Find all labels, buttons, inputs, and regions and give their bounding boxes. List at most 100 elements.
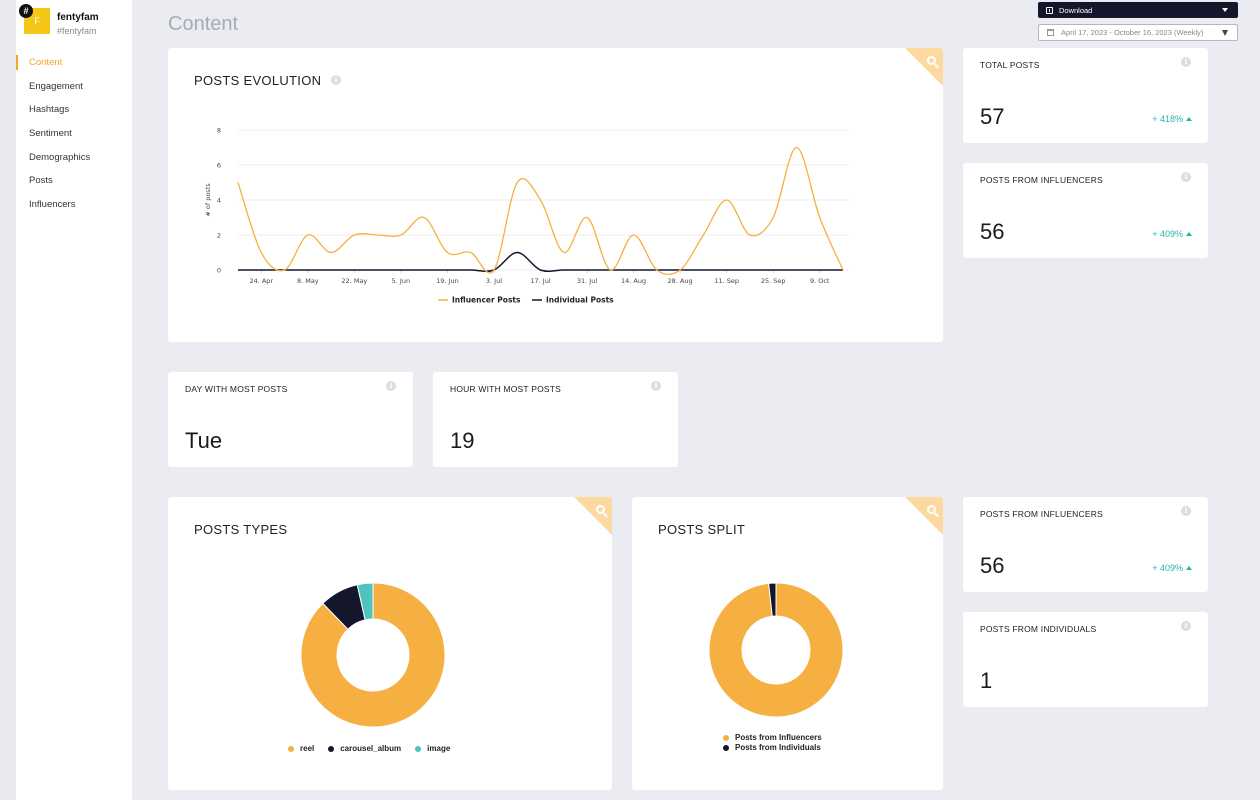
x-tick-label: 31. Jul [577,277,597,285]
sidebar-item-engagement[interactable]: Engagement [29,80,83,92]
x-tick-label: 25. Sep [761,277,786,285]
posts-evolution-title: POSTS EVOLUTION [194,73,322,88]
y-tick-label: 8 [217,127,221,135]
x-tick-label: 19. Jun [436,277,459,285]
sidebar-item-hashtags[interactable]: Hashtags [29,104,70,116]
total-posts-label: TOTAL POSTS [980,60,1040,70]
legend-label[interactable]: Influencer Posts [452,296,521,305]
y-tick-label: 6 [217,162,221,170]
posts-types-legend: reel carousel_album image [288,744,464,753]
legend-dot [723,734,729,741]
date-range-label: April 17, 2023 - October 16, 2023 (Weekl… [1061,28,1204,37]
sidebar-item-posts[interactable]: Posts [29,175,53,187]
day-most-posts-value: Tue [185,428,223,453]
legend-item-influencers[interactable]: Posts from Influencers [723,733,822,742]
posts-from-individuals-label: POSTS FROM INDIVIDUALS [980,624,1097,634]
hour-most-posts-value: 19 [450,428,475,453]
x-tick-label: 3. Jul [486,277,502,285]
page-title: Content [168,13,239,35]
brand-handle: #fentyfam [57,26,97,36]
posts-from-influencers-value: 56 [980,553,1005,578]
legend-item-reel[interactable]: reel [288,744,314,753]
hour-most-posts-label: HOUR WITH MOST POSTS [450,384,562,394]
posts-split-legend: Posts from Influencers Posts from Indivi… [723,733,836,752]
arrow-up-icon [1186,117,1192,121]
legend-dot [288,745,294,752]
y-axis-label: # of posts [204,183,212,217]
posts-split-donut-chart [708,582,844,718]
sidebar-item-content[interactable]: Content [16,55,132,79]
posts-from-influencers-change: + 409% [1152,229,1192,239]
info-icon[interactable]: i [651,381,661,391]
brand-block[interactable]: # F fentyfam #fentyfam [19,4,134,42]
legend-item-image[interactable]: image [415,744,450,753]
y-tick-label: 0 [217,267,221,275]
posts-from-influencers-card-2: POSTS FROM INFLUENCERS i 56 + 409% [963,497,1208,592]
x-tick-label: 17. Jul [530,277,550,285]
posts-evolution-chart: 0 2 4 6 8 # of posts 24. Apr 8. May 22. May 5. Ju… [204,127,849,305]
posts-from-influencers-label: POSTS FROM INFLUENCERS [980,509,1103,519]
posts-evolution-card: POSTS EVOLUTION i 0 2 4 6 8 # of posts 24. Apr… [168,48,943,342]
posts-split-title: POSTS SPLIT [658,522,746,537]
posts-types-title: POSTS TYPES [194,522,288,537]
legend-dot [328,745,335,752]
zoom-corner-button[interactable] [574,497,612,535]
info-icon[interactable]: i [1181,172,1191,182]
sidebar-item-influencers[interactable]: Influencers [29,199,76,211]
download-button[interactable]: Download [1038,2,1238,18]
posts-types-card: POSTS TYPES reel carousel_album image [168,497,612,790]
day-most-posts-label: DAY WITH MOST POSTS [185,384,288,394]
download-icon [1046,6,1053,14]
y-tick-label: 2 [217,232,221,240]
info-icon[interactable]: i [1181,506,1191,516]
y-tick-label: 4 [217,197,221,205]
info-icon[interactable]: i [1181,621,1191,631]
magnifier-icon [927,56,936,65]
posts-from-influencers-label: POSTS FROM INFLUENCERS [980,175,1103,185]
date-range-picker[interactable]: April 17, 2023 - October 16, 2023 (Weekl… [1038,24,1238,41]
info-icon[interactable]: i [1181,57,1191,67]
legend-label[interactable]: Individual Posts [546,296,614,305]
slice-image[interactable] [356,582,374,621]
posts-types-donut-chart [300,582,446,728]
sidebar-item-demographics[interactable]: Demographics [29,151,91,163]
zoom-corner-button[interactable] [905,497,943,535]
sidebar-item-sentiment[interactable]: Sentiment [29,128,72,140]
legend-item-individuals[interactable]: Posts from Individuals [723,743,822,752]
slice-reel[interactable] [300,582,446,728]
sidebar-nav: Content Engagement Hashtags Sentiment De… [16,55,132,221]
arrow-up-icon [1186,566,1192,570]
posts-from-individuals-card: POSTS FROM INDIVIDUALS i 1 [963,612,1208,707]
zoom-corner-button[interactable] [905,48,943,86]
posts-from-influencers-value: 56 [980,219,1005,244]
series-line-influencer-posts[interactable] [237,146,844,276]
series-line-individual-posts[interactable] [238,251,843,273]
magnifier-icon [927,505,936,514]
hour-most-posts-card: HOUR WITH MOST POSTS i 19 [433,372,678,467]
slice-posts-from-influencers[interactable] [708,582,844,718]
caret-down-icon [1222,30,1228,36]
info-icon[interactable]: i [331,75,341,85]
x-tick-label: 24. Apr [249,277,273,285]
posts-from-individuals-value: 1 [980,668,993,693]
x-tick-label: 9. Oct [810,277,830,285]
x-tick-label: 8. May [297,277,319,285]
info-icon[interactable]: i [386,381,396,391]
posts-split-card: POSTS SPLIT Posts from Influencers Posts… [632,497,943,790]
x-tick-label: 14. Aug [621,277,646,285]
legend-item-carousel-album[interactable]: carousel_album [328,744,401,753]
total-posts-card: TOTAL POSTS i 57 + 418% [963,48,1208,143]
download-label: Download [1059,5,1093,15]
slice-posts-from-individuals[interactable] [768,582,777,617]
calendar-icon [1047,29,1054,36]
total-posts-value: 57 [980,104,1005,129]
day-most-posts-card: DAY WITH MOST POSTS i Tue [168,372,413,467]
brand-name: fentyfam [57,12,99,23]
chevron-down-icon [1222,8,1228,12]
arrow-up-icon [1186,232,1192,236]
posts-from-influencers-change: + 409% [1152,563,1192,573]
legend-dot [723,744,729,751]
x-tick-label: 5. Jun [392,277,410,285]
x-tick-label: 22. May [341,277,367,285]
hashtag-badge-icon: # [19,4,33,18]
